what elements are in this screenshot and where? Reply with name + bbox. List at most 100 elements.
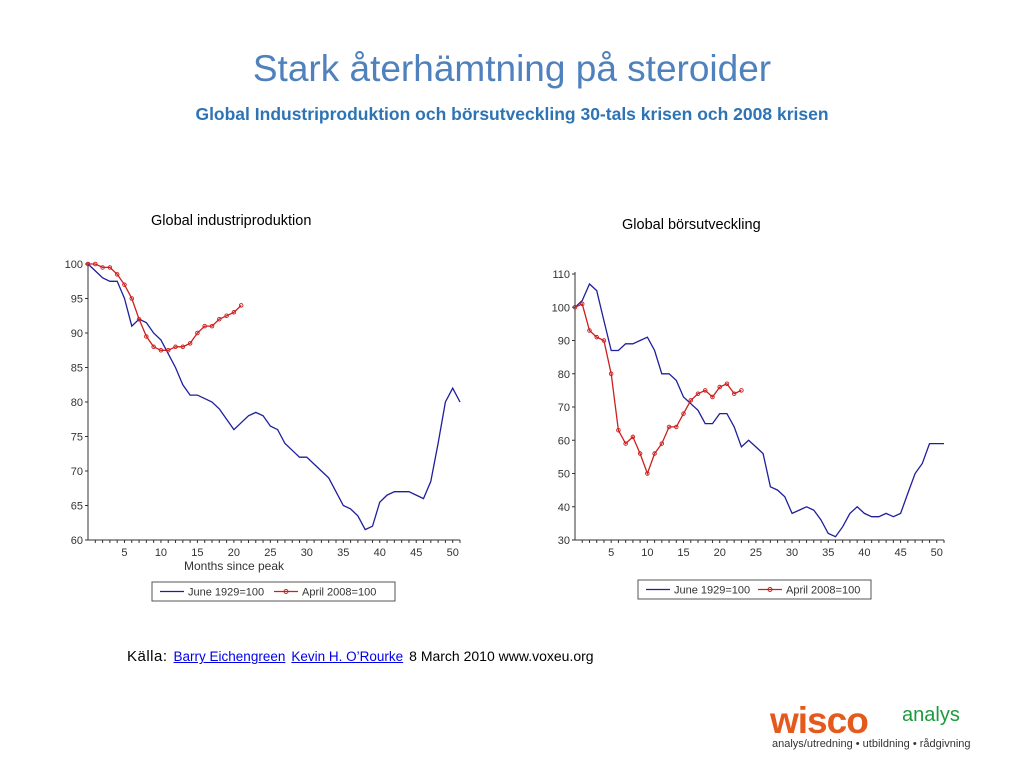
wisco-logo: wisco analys analys/utredning • utbildni…	[770, 700, 980, 756]
series-2-point	[217, 316, 222, 322]
series-2-point	[107, 265, 113, 270]
y-tick-label: 30	[558, 535, 570, 547]
legend-label-2: April 2008=100	[302, 587, 376, 599]
legend-label-2: April 2008=100	[786, 585, 860, 597]
series-2-point	[637, 451, 643, 456]
y-tick-label: 50	[558, 469, 570, 481]
series-2-point	[601, 338, 607, 343]
series-2-point	[173, 344, 178, 350]
x-tick-label: 40	[858, 547, 870, 559]
series-2-point	[202, 323, 207, 329]
legend-box	[637, 579, 872, 600]
series-2-point	[688, 398, 694, 403]
x-tick-label: 40	[374, 547, 386, 559]
x-tick-label: 35	[337, 547, 349, 559]
series-2-point	[114, 272, 120, 277]
x-tick-label: 10	[155, 547, 167, 559]
y-tick-label: 70	[71, 466, 83, 478]
x-axis-label: Months since peak	[184, 559, 285, 573]
y-tick-label: 85	[71, 363, 83, 375]
series-2-point	[616, 428, 621, 433]
series-2-point	[238, 303, 244, 308]
logo-suffix: analys	[902, 704, 960, 726]
series-2-point	[231, 310, 237, 315]
x-tick-label: 45	[894, 547, 906, 559]
legend-swatch-marker	[283, 589, 289, 594]
legend-label-1: June 1929=100	[188, 587, 264, 599]
series-2-point	[681, 411, 686, 416]
x-tick-label: 50	[447, 547, 459, 559]
series-2-point	[623, 441, 628, 446]
series-2-point	[165, 348, 171, 353]
x-tick-label: 30	[301, 547, 313, 559]
y-tick-label: 100	[65, 259, 83, 271]
logo-tagline: analys/utredning • utbildning • rådgivni…	[772, 738, 971, 750]
series-2-point	[702, 388, 708, 393]
source-date: 8 March 2010 www.voxeu.org	[409, 648, 594, 664]
series-2-point	[666, 424, 672, 430]
series-2-point	[144, 334, 149, 339]
source-prefix: Källa:	[127, 648, 168, 665]
series-2-point	[151, 344, 156, 350]
x-tick-label: 45	[410, 547, 422, 559]
x-tick-label: 35	[822, 547, 834, 559]
series-2-point	[695, 391, 701, 396]
y-tick-label: 95	[71, 294, 83, 306]
x-tick-label: 25	[750, 547, 762, 559]
series-2-point	[100, 265, 105, 270]
y-tick-label: 75	[71, 432, 83, 444]
x-tick-label: 10	[641, 547, 653, 559]
series-2-point	[579, 301, 585, 307]
series-line-1	[87, 263, 461, 531]
source-link-eichengreen[interactable]: Barry Eichengreen	[173, 649, 286, 664]
y-tick-label: 90	[71, 328, 83, 340]
series-2-point	[587, 328, 592, 333]
series-2-point	[674, 424, 679, 430]
series-2-point	[594, 334, 599, 340]
series-2-point	[659, 441, 665, 446]
y-tick-label: 65	[71, 501, 83, 513]
source-line: Källa: Barry Eichengreen Kevin H. O’Rourke…	[127, 648, 594, 665]
series-2-point	[724, 381, 730, 386]
source-link-orourke[interactable]: Kevin H. O’Rourke	[291, 649, 404, 664]
series-2-point	[710, 394, 715, 400]
x-tick-label: 5	[121, 547, 127, 559]
series-2-point	[652, 451, 657, 456]
series-2-point	[717, 384, 722, 390]
series-2-point	[85, 261, 91, 267]
series-2-point	[731, 391, 737, 396]
series-line-2	[574, 302, 742, 476]
legend-label-1: June 1929=100	[674, 585, 750, 597]
series-2-point	[122, 282, 127, 287]
y-tick-label: 80	[558, 369, 570, 381]
x-tick-label: 5	[608, 547, 614, 559]
y-tick-label: 40	[558, 502, 570, 514]
x-tick-label: 30	[786, 547, 798, 559]
series-2-point	[136, 316, 142, 322]
y-tick-label: 80	[71, 397, 83, 409]
series-2-point	[129, 296, 135, 301]
y-tick-label: 100	[552, 302, 570, 314]
slide-title: Stark återhämtning på steroider	[252, 48, 772, 89]
x-tick-label: 15	[191, 547, 203, 559]
y-tick-label: 60	[71, 535, 83, 547]
chart1-title: Global industriproduktion	[151, 213, 312, 229]
y-tick-label: 70	[558, 402, 570, 414]
legend-box	[151, 581, 396, 602]
x-tick-label: 15	[677, 547, 689, 559]
series-2-point	[158, 348, 164, 353]
legend-swatch-marker	[767, 587, 773, 592]
x-tick-label: 50	[931, 547, 943, 559]
x-tick-label: 25	[264, 547, 276, 559]
series-2-point	[180, 344, 186, 350]
slide-subtitle: Global Industriproduktion och börsutveck…	[195, 104, 829, 124]
y-tick-label: 90	[558, 336, 570, 348]
series-2-point	[224, 313, 229, 319]
y-tick-label: 110	[552, 269, 570, 281]
x-tick-label: 20	[714, 547, 726, 559]
chart2-title: Global börsutveckling	[622, 217, 761, 233]
series-2-point	[93, 261, 98, 267]
series-2-point	[630, 434, 636, 440]
